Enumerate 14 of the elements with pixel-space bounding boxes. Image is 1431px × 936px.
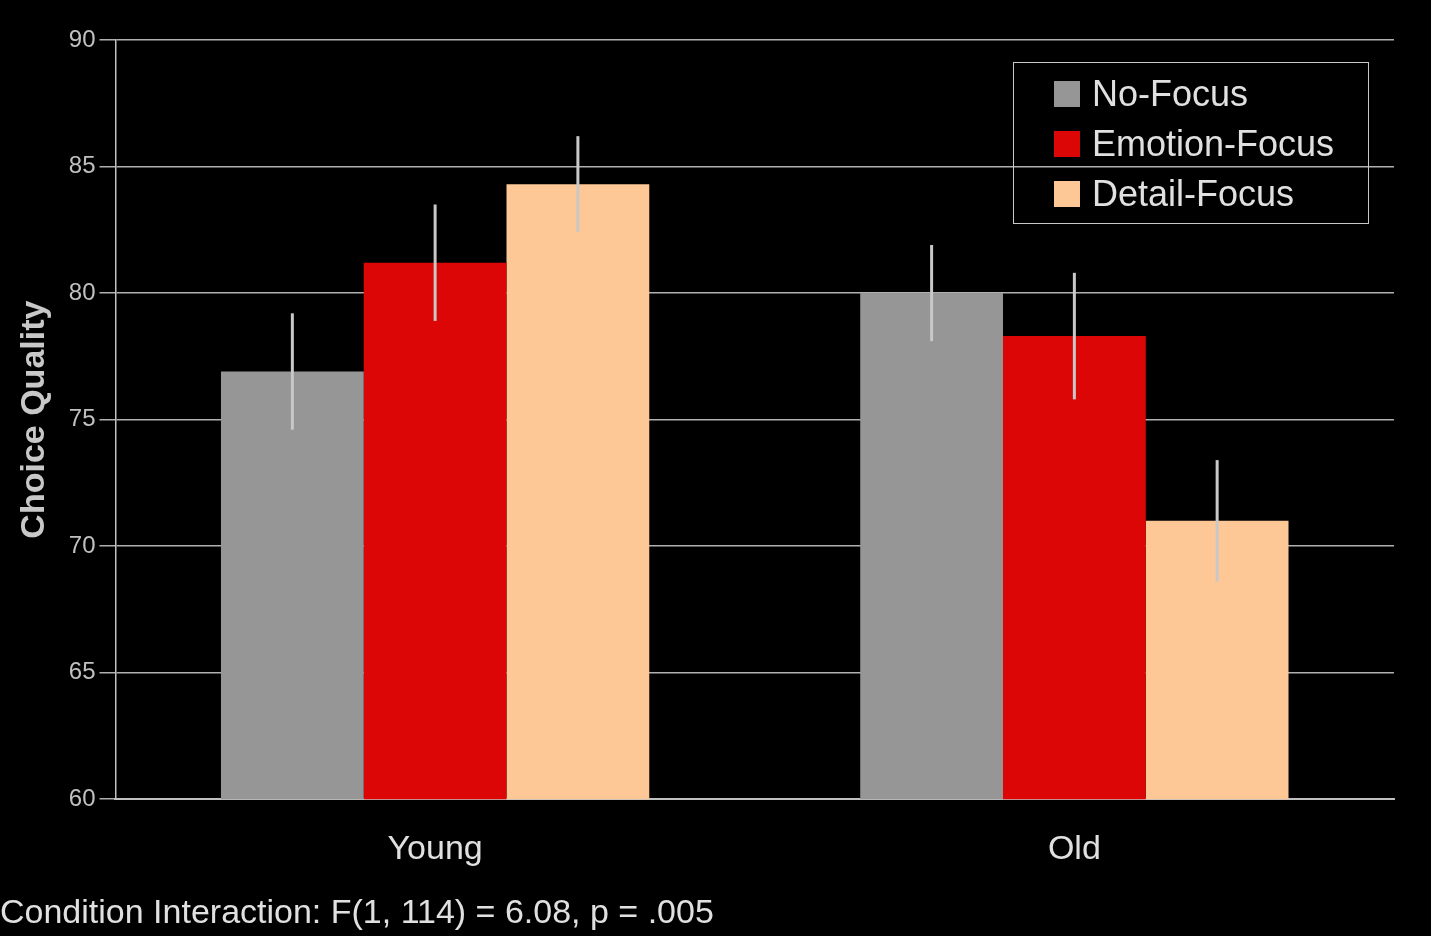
- y-tick-label: 80: [68, 277, 96, 305]
- x-tick-label: Old: [1047, 827, 1101, 866]
- legend-label: Detail-Focus: [1091, 173, 1294, 215]
- legend-label: No-Focus: [1091, 73, 1248, 115]
- y-tick-label: 85: [68, 151, 96, 179]
- legend-label: Emotion-Focus: [1091, 123, 1334, 165]
- y-tick-label: 75: [68, 404, 96, 432]
- y-tick-label: 90: [68, 24, 96, 52]
- y-axis-title: Choice Quality: [12, 300, 51, 539]
- x-tick-label: Young: [387, 827, 483, 866]
- y-tick-label: 65: [68, 657, 96, 685]
- y-tick-label: 60: [68, 783, 96, 811]
- y-tick-label: 70: [68, 530, 96, 558]
- text: Condition Interaction: F(1, 114) = 6.08, p = .005: [0, 892, 714, 931]
